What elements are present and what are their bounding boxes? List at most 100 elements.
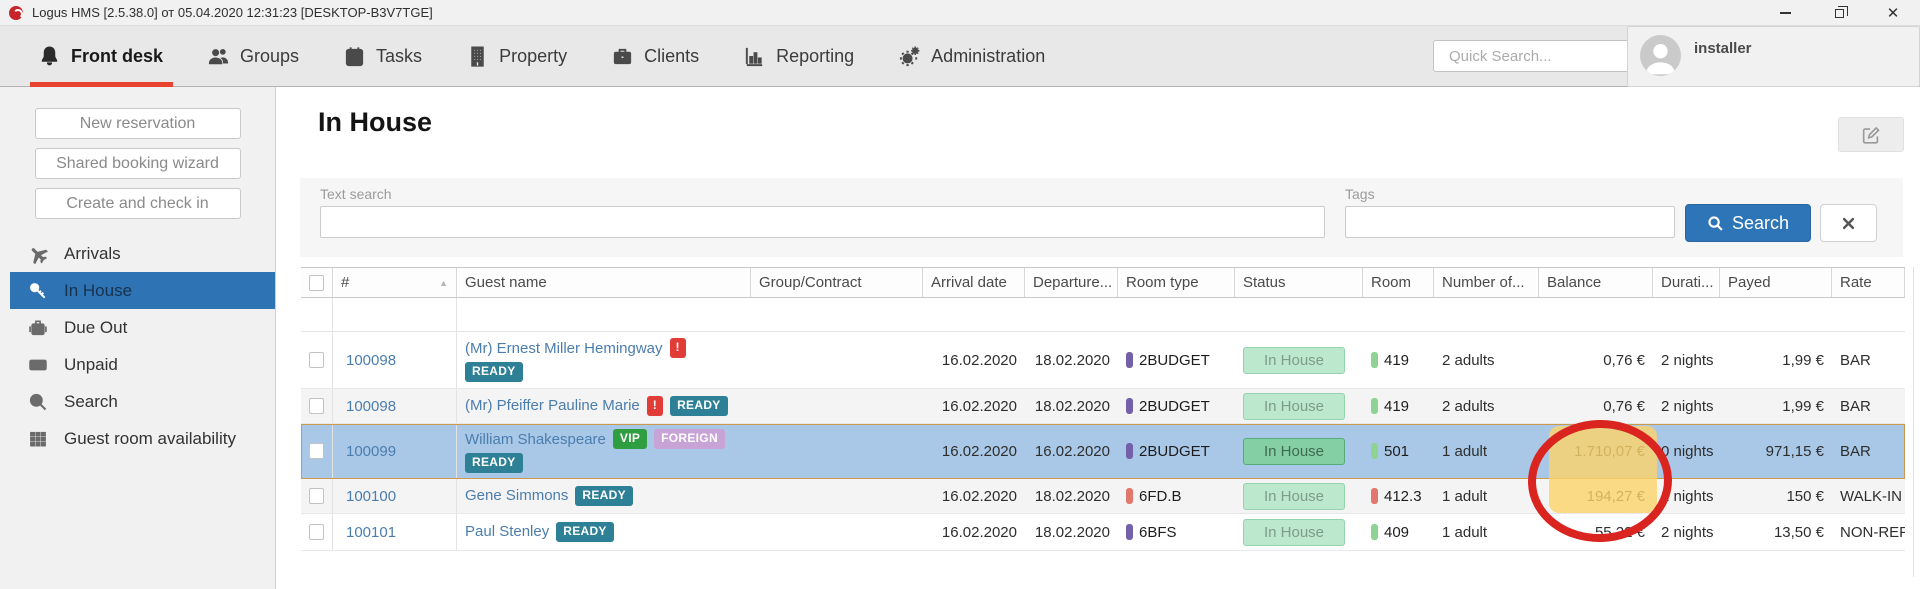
status-badge: In House xyxy=(1243,437,1345,465)
table-row[interactable]: 100098 (Mr) Ernest Miller Hemingway! REA… xyxy=(301,332,1905,389)
reservation-id-link[interactable]: 100098 xyxy=(333,389,457,423)
main-content: In House Text search Tags Search # ▲ Gues… xyxy=(276,87,1920,589)
close-button[interactable]: ✕ xyxy=(1866,0,1920,26)
payed-cell: 1,99 € xyxy=(1782,351,1824,369)
departure-date-cell: 16.02.2020 xyxy=(1034,442,1110,460)
header-cell-departure[interactable]: Departure... xyxy=(1025,268,1118,297)
row-checkbox[interactable] xyxy=(309,398,324,414)
sidebar-item-arrivals[interactable]: Arrivals xyxy=(0,235,275,272)
room-color-bar xyxy=(1371,352,1378,368)
shared-booking-wizard-button[interactable]: Shared booking wizard xyxy=(34,148,241,179)
nav-tab-reporting[interactable]: Reporting xyxy=(743,26,854,86)
nav-tab-groups[interactable]: Groups xyxy=(207,26,299,86)
nav-tab-label: Front desk xyxy=(71,45,164,66)
sidebar-item-search[interactable]: Search xyxy=(0,383,275,420)
room-type-color-bar xyxy=(1126,524,1133,540)
users-icon xyxy=(208,48,229,64)
tags-input[interactable] xyxy=(1345,206,1675,238)
table-row-selected[interactable]: 100099 William Shakespeare VIP FOREIGN REA… xyxy=(301,424,1905,479)
guest-name-link[interactable]: Paul Stenley xyxy=(465,523,550,541)
select-all-checkbox[interactable] xyxy=(309,274,324,291)
header-cell-status[interactable]: Status xyxy=(1235,268,1363,297)
room-type-color-bar xyxy=(1126,488,1133,504)
nav-tab-administration[interactable]: Administration xyxy=(898,26,1045,86)
rate-cell: NON-REF xyxy=(1840,523,1905,541)
guest-name-link[interactable]: William Shakespeare xyxy=(465,430,606,448)
group-contract-cell xyxy=(751,389,923,423)
edit-button[interactable] xyxy=(1838,117,1904,152)
row-checkbox[interactable] xyxy=(309,352,324,368)
header-cell-select xyxy=(301,268,333,297)
group-contract-cell xyxy=(751,479,923,513)
sidebar-menu: Arrivals In House Due Out Unpaid Search … xyxy=(0,235,275,457)
group-contract-cell xyxy=(751,424,923,478)
window-title: Logus HMS [2.5.38.0] от 05.04.2020 12:31… xyxy=(32,5,433,20)
header-cell-number-of[interactable]: Number of... xyxy=(1434,268,1539,297)
header-cell-payed[interactable]: Payed xyxy=(1720,268,1832,297)
guest-name-link[interactable]: (Mr) Pfeiffer Pauline Marie xyxy=(465,397,640,415)
ready-badge: READY xyxy=(556,522,614,542)
header-cell-room[interactable]: Room xyxy=(1363,268,1434,297)
nav-tab-clients[interactable]: Clients xyxy=(611,26,699,86)
text-search-label: Text search xyxy=(320,186,392,202)
sidebar-item-guest-room-availability[interactable]: Guest room availability xyxy=(0,420,275,457)
header-cell-group-contract[interactable]: Group/Contract xyxy=(751,268,923,297)
sidebar-item-in-house[interactable]: In House xyxy=(10,272,275,309)
table-row[interactable]: 100100 Gene Simmons READY 16.02.2020 18.0… xyxy=(301,479,1905,514)
minimize-button[interactable] xyxy=(1758,0,1812,26)
user-panel[interactable]: installer xyxy=(1627,26,1920,87)
clear-filters-button[interactable] xyxy=(1820,204,1877,242)
nav-tab-front-desk[interactable]: Front desk xyxy=(29,26,174,87)
nav-tab-label: Reporting xyxy=(776,45,855,66)
room-type-cell: 2BUDGET xyxy=(1139,442,1210,460)
quick-search-box xyxy=(1433,40,1648,72)
sidebar-item-unpaid[interactable]: Unpaid xyxy=(0,346,275,383)
table-row[interactable]: 100101 Paul Stenley READY 16.02.2020 18.0… xyxy=(301,514,1905,551)
room-cell: 412.3 xyxy=(1384,487,1422,505)
reservation-id-link[interactable]: 100101 xyxy=(333,514,457,550)
sort-asc-icon: ▲ xyxy=(439,277,448,288)
room-type-cell: 2BUDGET xyxy=(1139,397,1210,415)
payed-cell: 13,50 € xyxy=(1773,523,1824,541)
sidebar-item-label: Unpaid xyxy=(64,354,118,374)
nav-tab-tasks[interactable]: Tasks xyxy=(343,26,422,86)
sidebar-item-due-out[interactable]: Due Out xyxy=(0,309,275,346)
duration-cell: 2 nights xyxy=(1661,523,1714,541)
duration-cell: 0 nights xyxy=(1661,442,1714,460)
reservation-id-link[interactable]: 100100 xyxy=(333,479,457,513)
row-checkbox[interactable] xyxy=(309,488,324,504)
header-cell-room-type[interactable]: Room type xyxy=(1118,268,1235,297)
header-cell-guest-name[interactable]: Guest name xyxy=(457,268,751,297)
nav-tab-property[interactable]: Property xyxy=(466,26,567,86)
header-cell-arrival-date[interactable]: Arrival date xyxy=(923,268,1025,297)
search-button[interactable]: Search xyxy=(1685,204,1811,242)
row-checkbox[interactable] xyxy=(309,524,324,540)
maximize-button[interactable] xyxy=(1812,0,1866,26)
reservation-id-link[interactable]: 100098 xyxy=(333,332,457,388)
header-cell-duration[interactable]: Durati... xyxy=(1653,268,1720,297)
arrival-date-cell: 16.02.2020 xyxy=(941,397,1017,415)
row-checkbox[interactable] xyxy=(309,443,324,459)
create-and-check-in-button[interactable]: Create and check in xyxy=(34,188,241,219)
bar-chart-icon xyxy=(746,47,763,66)
new-reservation-button[interactable]: New reservation xyxy=(34,108,241,139)
rate-cell: BAR xyxy=(1840,442,1871,460)
guest-name-link[interactable]: (Mr) Ernest Miller Hemingway xyxy=(465,339,663,357)
duration-cell: 2 nights xyxy=(1661,397,1714,415)
table-row[interactable]: 100098 (Mr) Pfeiffer Pauline Marie! READY… xyxy=(301,389,1905,424)
reservation-id-link[interactable]: 100099 xyxy=(333,424,457,478)
briefcase-icon xyxy=(613,48,632,64)
room-color-bar xyxy=(1371,398,1378,414)
ready-badge: READY xyxy=(575,486,633,506)
quick-search-input[interactable] xyxy=(1449,47,1648,65)
guest-name-link[interactable]: Gene Simmons xyxy=(465,487,569,505)
header-cell-id[interactable]: # ▲ xyxy=(333,268,457,297)
plane-icon xyxy=(31,247,48,264)
payed-cell: 1,99 € xyxy=(1782,397,1824,415)
text-search-input[interactable] xyxy=(320,206,1325,238)
user-name: installer xyxy=(1694,40,1752,57)
table-right-edge xyxy=(1913,267,1914,577)
sidebar-item-label: Guest room availability xyxy=(64,428,236,448)
header-cell-rate[interactable]: Rate xyxy=(1832,268,1905,297)
header-cell-balance[interactable]: Balance xyxy=(1539,268,1653,297)
